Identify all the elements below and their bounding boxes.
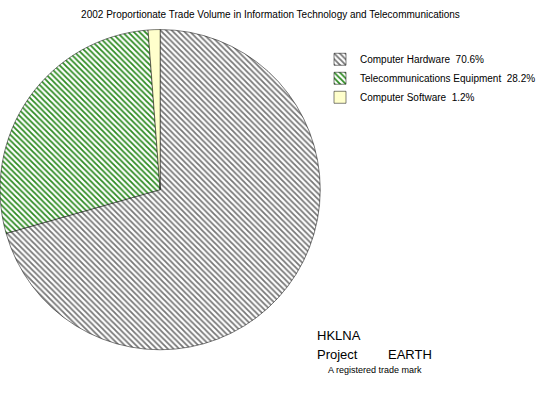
svg-text:Project: Project (317, 347, 358, 362)
svg-text:Telecommunications Equipment: Telecommunications Equipment 28.2% (360, 73, 535, 84)
svg-text:Computer Software 1.2%: Computer Software 1.2% (360, 92, 475, 103)
svg-text:HKLNA: HKLNA (317, 328, 361, 343)
svg-text:EARTH: EARTH (388, 347, 432, 362)
svg-text:2002 Proportionate Trade Volum: 2002 Proportionate Trade Volume in Infor… (81, 9, 460, 20)
svg-text:A registered trade mark: A registered trade mark (328, 365, 422, 375)
svg-text:Computer Hardware 70.6%: Computer Hardware 70.6% (360, 54, 484, 65)
